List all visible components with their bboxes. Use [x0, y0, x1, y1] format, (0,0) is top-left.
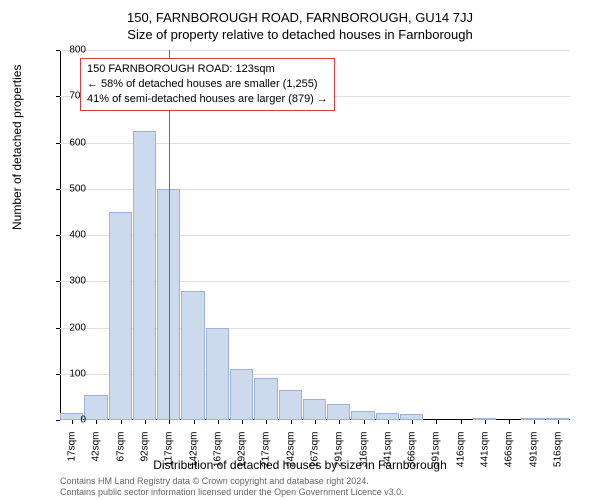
x-tick-label: 217sqm [261, 432, 272, 472]
x-tick-label: 92sqm [140, 432, 151, 472]
y-tick-label: 800 [56, 45, 86, 56]
y-axis-label: Number of detached properties [10, 65, 24, 230]
x-tick-mark [315, 420, 316, 424]
x-tick-label: 192sqm [237, 432, 248, 472]
subtitle: Size of property relative to detached ho… [0, 25, 600, 42]
x-tick-mark [436, 420, 437, 424]
x-tick-mark [461, 420, 462, 424]
x-tick-label: 242sqm [285, 432, 296, 472]
info-box: 150 FARNBOROUGH ROAD: 123sqm ← 58% of de… [80, 58, 335, 111]
x-tick-label: 516sqm [552, 432, 563, 472]
x-tick-mark [364, 420, 365, 424]
histogram-bar [206, 328, 229, 421]
x-tick-mark [242, 420, 243, 424]
histogram-bar [303, 399, 326, 420]
x-tick-mark [339, 420, 340, 424]
x-tick-mark [291, 420, 292, 424]
histogram-bar [279, 390, 302, 420]
x-tick-label: 491sqm [528, 432, 539, 472]
x-tick-label: 391sqm [431, 432, 442, 472]
x-tick-mark [194, 420, 195, 424]
footer: Contains HM Land Registry data © Crown c… [60, 476, 404, 498]
y-tick-label: 400 [56, 230, 86, 241]
x-tick-mark [534, 420, 535, 424]
x-tick-mark [509, 420, 510, 424]
x-tick-label: 117sqm [164, 432, 175, 472]
x-tick-label: 167sqm [212, 432, 223, 472]
main-title: 150, FARNBOROUGH ROAD, FARNBOROUGH, GU14… [0, 0, 600, 25]
x-tick-mark [121, 420, 122, 424]
x-tick-mark [145, 420, 146, 424]
x-tick-mark [558, 420, 559, 424]
x-tick-mark [169, 420, 170, 424]
histogram-bar [351, 411, 374, 420]
histogram-bar [109, 212, 132, 420]
info-line-3: 41% of semi-detached houses are larger (… [87, 92, 328, 107]
x-tick-label: 441sqm [480, 432, 491, 472]
x-tick-mark [485, 420, 486, 424]
x-tick-label: 416sqm [455, 432, 466, 472]
x-tick-mark [412, 420, 413, 424]
x-tick-label: 291sqm [334, 432, 345, 472]
footer-line-1: Contains HM Land Registry data © Crown c… [60, 476, 404, 487]
x-tick-label: 267sqm [310, 432, 321, 472]
x-tick-label: 341sqm [382, 432, 393, 472]
x-tick-label: 67sqm [115, 432, 126, 472]
histogram-bar [84, 395, 107, 420]
y-tick-label: 200 [56, 322, 86, 333]
y-tick-label: 300 [56, 276, 86, 287]
info-line-1: 150 FARNBOROUGH ROAD: 123sqm [87, 62, 328, 77]
grid-line [60, 50, 570, 51]
footer-line-2: Contains public sector information licen… [60, 487, 404, 498]
info-line-2: ← 58% of detached houses are smaller (1,… [87, 77, 328, 92]
x-tick-label: 466sqm [504, 432, 515, 472]
y-tick-label: 100 [56, 368, 86, 379]
y-tick-label: 600 [56, 137, 86, 148]
x-tick-mark [388, 420, 389, 424]
histogram-bar [230, 369, 253, 420]
histogram-bar [254, 378, 277, 420]
x-tick-label: 316sqm [358, 432, 369, 472]
histogram-bar [133, 131, 156, 420]
x-tick-label: 142sqm [188, 432, 199, 472]
x-tick-label: 366sqm [407, 432, 418, 472]
histogram-bar [376, 413, 399, 420]
y-tick-label: 500 [56, 183, 86, 194]
x-tick-mark [96, 420, 97, 424]
x-tick-mark [218, 420, 219, 424]
x-tick-mark [266, 420, 267, 424]
y-tick-label: 0 [56, 415, 86, 426]
x-tick-label: 17sqm [67, 432, 78, 472]
histogram-bar [181, 291, 204, 421]
histogram-bar [327, 404, 350, 420]
chart-container: 150, FARNBOROUGH ROAD, FARNBOROUGH, GU14… [0, 0, 600, 500]
x-tick-label: 42sqm [91, 432, 102, 472]
